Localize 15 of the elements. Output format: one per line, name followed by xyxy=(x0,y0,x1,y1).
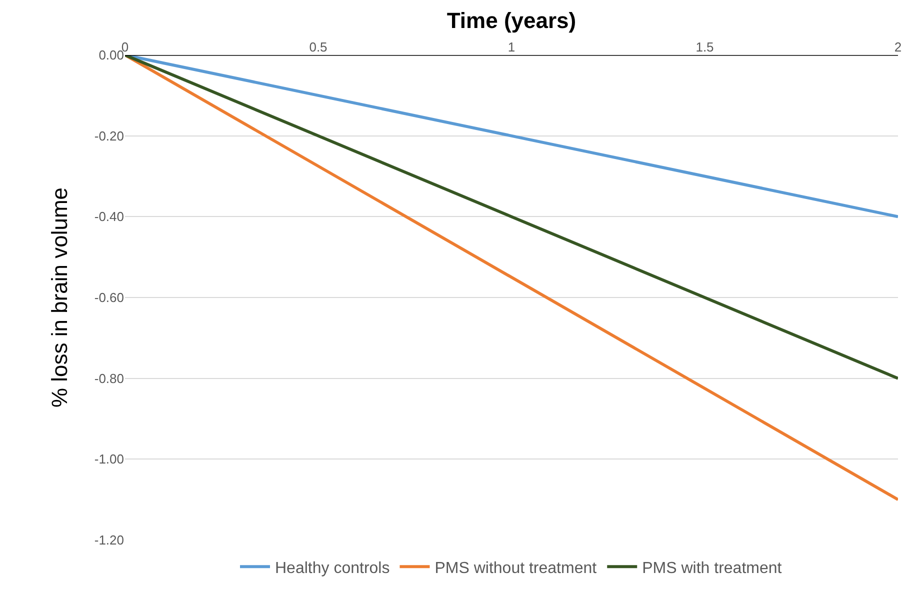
y-axis-title: % loss in brain volume xyxy=(47,187,72,408)
y-tick-label: -0.60 xyxy=(94,290,124,306)
x-tick-label: 1 xyxy=(508,39,516,54)
x-tick-label: 0.5 xyxy=(309,39,328,54)
y-tick-label: -0.20 xyxy=(94,128,124,144)
x-tick-label: 2 xyxy=(894,39,902,54)
legend-label: PMS with treatment xyxy=(642,560,782,577)
x-tick-label: 1.5 xyxy=(696,39,714,54)
y-tick-label: -0.80 xyxy=(94,370,124,386)
legend-label: Healthy controls xyxy=(275,560,390,577)
y-tick-label: -1.20 xyxy=(94,532,124,548)
x-axis-title: Time (years) xyxy=(446,8,576,34)
legend-label: PMS without treatment xyxy=(434,560,598,577)
y-tick-label: -0.40 xyxy=(94,209,124,224)
y-tick-label: -1.00 xyxy=(94,452,124,467)
